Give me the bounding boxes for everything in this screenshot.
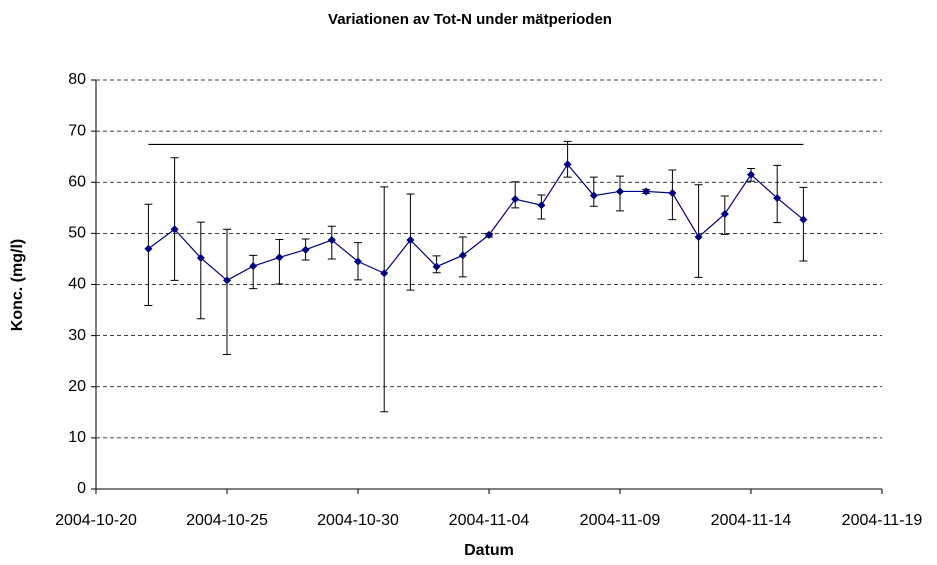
marker: [773, 194, 782, 203]
marker: [616, 187, 624, 196]
y-tick-label: 40: [68, 276, 86, 293]
y-tick-label: 70: [68, 122, 86, 139]
x-axis-label: Datum: [464, 542, 514, 559]
marker: [170, 225, 179, 234]
marker: [642, 187, 651, 196]
x-tick-label: 2004-11-09: [580, 512, 661, 529]
y-tick-label: 0: [77, 480, 86, 497]
marker: [537, 201, 546, 210]
marker: [249, 262, 258, 271]
marker: [301, 245, 310, 254]
chart-title: Variationen av Tot-N under mätperioden: [328, 11, 612, 28]
error-bar: [380, 186, 389, 413]
marker: [589, 191, 598, 200]
marker: [799, 215, 808, 224]
marker: [563, 160, 572, 169]
marker: [747, 170, 755, 179]
marker: [223, 276, 231, 285]
marker: [694, 232, 703, 241]
error-bar: [511, 181, 520, 209]
marker: [327, 236, 336, 245]
error-bar: [773, 164, 782, 224]
x-tick-label: 2004-11-14: [711, 512, 792, 529]
error-bar: [144, 203, 153, 306]
marker: [406, 236, 415, 245]
y-tick-label: 10: [68, 429, 86, 446]
x-tick-label: 2004-10-25: [186, 512, 268, 529]
marker: [144, 244, 153, 253]
marker: [458, 251, 467, 260]
marker: [432, 262, 441, 271]
x-tick-label: 2004-10-30: [317, 512, 399, 529]
y-axis-label: Konc. (mg/l): [9, 239, 26, 331]
series-line: [148, 163, 804, 282]
y-tick-label: 60: [68, 173, 86, 190]
error-bar: [275, 239, 284, 285]
error-bar: [694, 184, 703, 278]
y-tick-label: 80: [68, 71, 86, 88]
marker: [511, 195, 520, 204]
error-bar: [196, 221, 205, 320]
marker: [668, 188, 677, 197]
error-bar: [223, 228, 231, 356]
x-tick-label: 2004-11-19: [842, 512, 923, 529]
marker: [275, 253, 284, 262]
error-bar: [563, 140, 572, 178]
y-tick-label: 20: [68, 378, 86, 395]
marker: [196, 253, 205, 262]
marker: [485, 230, 493, 239]
marker: [354, 257, 362, 266]
marker: [380, 269, 389, 278]
x-tick-label: 2004-10-20: [55, 512, 137, 529]
marker: [720, 209, 729, 218]
x-tick-label: 2004-11-04: [449, 512, 530, 529]
error-bar: [170, 157, 179, 281]
y-tick-label: 50: [68, 225, 86, 242]
y-tick-label: 30: [68, 327, 86, 344]
error-bar: [249, 254, 258, 290]
error-bar: [799, 186, 808, 262]
